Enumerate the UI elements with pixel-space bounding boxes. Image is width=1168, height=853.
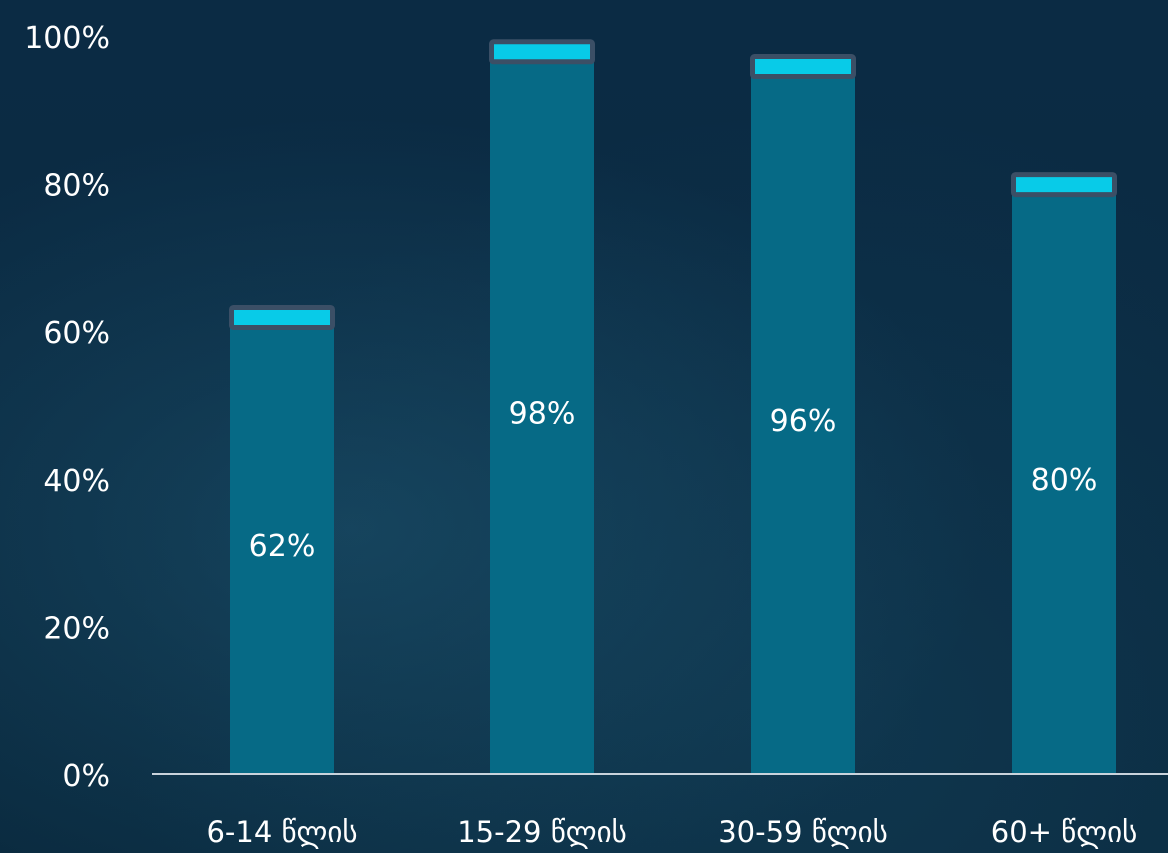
data-label: 96% bbox=[770, 404, 837, 439]
bar-cap bbox=[229, 304, 335, 330]
data-label: 80% bbox=[1031, 463, 1098, 498]
y-tick-label: 40% bbox=[43, 464, 110, 499]
data-label: 98% bbox=[509, 396, 576, 431]
x-tick-label: 15-29 წლის bbox=[457, 815, 627, 849]
bar bbox=[751, 65, 855, 774]
y-tick-label: 80% bbox=[43, 169, 110, 204]
bar-cap bbox=[750, 54, 856, 80]
x-tick-label: 30-59 წლის bbox=[718, 815, 888, 849]
bar bbox=[490, 50, 594, 774]
y-tick-label: 60% bbox=[43, 316, 110, 351]
bar-cap bbox=[489, 39, 595, 65]
bar bbox=[230, 316, 334, 774]
y-tick-label: 20% bbox=[43, 611, 110, 646]
x-tick-label: 60+ წლის bbox=[991, 815, 1137, 849]
y-tick-label: 100% bbox=[24, 21, 110, 56]
data-label: 62% bbox=[249, 529, 316, 564]
bar-cap bbox=[1011, 172, 1117, 198]
bar bbox=[1012, 183, 1116, 775]
y-tick-label: 0% bbox=[62, 759, 110, 794]
x-tick-label: 6-14 წლის bbox=[206, 815, 357, 849]
